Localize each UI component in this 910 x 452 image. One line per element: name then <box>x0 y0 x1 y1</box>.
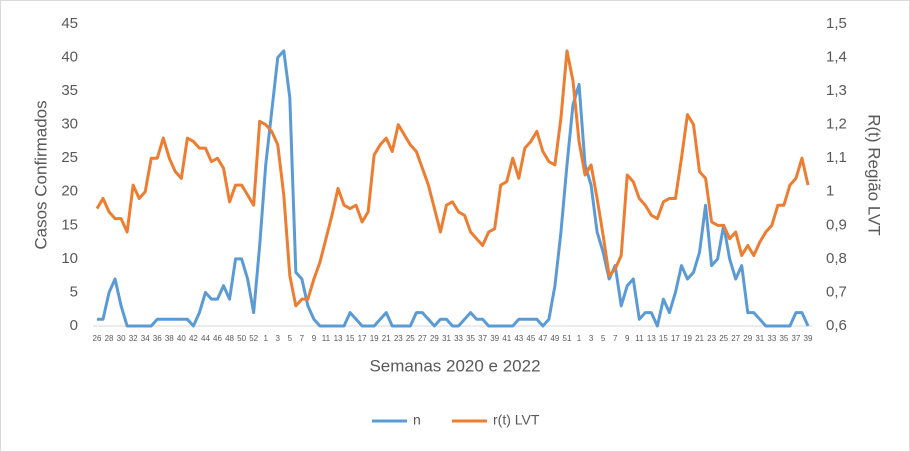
y-tick-label: 20 <box>61 183 78 200</box>
x-tick-label: 38 <box>165 334 174 343</box>
y-tick-label: 15 <box>61 216 78 233</box>
x-tick-label: 26 <box>93 334 102 343</box>
x-tick-label: 7 <box>300 334 305 343</box>
x-tick-label: 43 <box>514 334 523 343</box>
x-tick-label: 33 <box>767 334 776 343</box>
x-tick-label: 21 <box>382 334 391 343</box>
x-tick-label: 36 <box>153 334 162 343</box>
x-tick-label: 46 <box>213 334 222 343</box>
x-tick-label: 31 <box>755 334 764 343</box>
y2-tick-label: 0,9 <box>826 216 847 233</box>
x-tick-label: 35 <box>466 334 475 343</box>
x-tick-label: 27 <box>418 334 427 343</box>
x-tick-label: 25 <box>406 334 415 343</box>
x-tick-label: 11 <box>322 334 331 343</box>
x-tick-label: 44 <box>201 334 210 343</box>
x-tick-label: 45 <box>526 334 535 343</box>
y2-axis-title: R(t) Região LVT <box>865 114 884 236</box>
series-line <box>95 49 810 308</box>
y2-tick-label: 1,2 <box>826 116 847 133</box>
x-tick-label: 3 <box>589 334 594 343</box>
y2-tick-label: 1 <box>826 183 834 200</box>
y-tick-label: 0 <box>70 317 78 334</box>
x-axis-title: Semanas 2020 e 2022 <box>369 356 540 375</box>
y2-tick-label: 0,6 <box>826 317 847 334</box>
y2-tick-label: 1,5 <box>826 15 847 32</box>
y-tick-label: 25 <box>61 149 78 166</box>
y-axis-title: Casos Confirmados <box>31 100 50 249</box>
y-tick-label: 40 <box>61 49 78 66</box>
x-tick-label: 28 <box>105 334 114 343</box>
x-tick-label: 40 <box>177 334 186 343</box>
x-tick-label: 9 <box>625 334 630 343</box>
x-tick-label: 5 <box>288 334 293 343</box>
x-tick-label: 15 <box>346 334 355 343</box>
y-tick-label: 10 <box>61 250 78 267</box>
x-tick-label: 37 <box>478 334 487 343</box>
legend-label: r(t) LVT <box>493 412 540 428</box>
x-tick-label: 52 <box>249 334 258 343</box>
x-tick-label: 29 <box>743 334 752 343</box>
x-tick-label: 7 <box>613 334 618 343</box>
y2-tick-label: 0,8 <box>826 250 847 267</box>
x-tick-label: 34 <box>141 334 150 343</box>
x-tick-label: 32 <box>129 334 138 343</box>
x-tick-label: 21 <box>695 334 704 343</box>
y2-tick-label: 1,3 <box>826 82 847 99</box>
x-tick-label: 48 <box>225 334 234 343</box>
x-tick-label: 23 <box>707 334 716 343</box>
x-tick-label: 9 <box>312 334 317 343</box>
x-tick-label: 27 <box>731 334 740 343</box>
x-tick-label: 19 <box>370 334 379 343</box>
x-tick-label: 5 <box>601 334 606 343</box>
x-tick-label: 50 <box>237 334 246 343</box>
y-tick-label: 35 <box>61 82 78 99</box>
y2-tick-label: 1,1 <box>826 149 847 166</box>
x-tick-label: 1 <box>577 334 582 343</box>
x-tick-label: 13 <box>647 334 656 343</box>
x-tick-label: 25 <box>719 334 728 343</box>
x-tick-label: 42 <box>189 334 198 343</box>
y-tick-label: 30 <box>61 116 78 133</box>
x-tick-label: 49 <box>550 334 559 343</box>
x-tick-label: 13 <box>334 334 343 343</box>
x-tick-label: 37 <box>791 334 800 343</box>
x-tick-label: 17 <box>358 334 367 343</box>
y-tick-label: 5 <box>70 283 78 300</box>
x-tick-label: 39 <box>804 334 813 343</box>
x-tick-label: 17 <box>671 334 680 343</box>
x-tick-label: 35 <box>779 334 788 343</box>
x-tick-label: 33 <box>454 334 463 343</box>
x-tick-label: 1 <box>263 334 268 343</box>
x-tick-label: 29 <box>430 334 439 343</box>
legend-label: n <box>413 412 421 428</box>
x-tick-label: 31 <box>442 334 451 343</box>
x-tick-label: 3 <box>276 334 281 343</box>
x-tick-label: 30 <box>117 334 126 343</box>
x-tick-label: 15 <box>659 334 668 343</box>
x-tick-label: 51 <box>563 334 572 343</box>
y2-tick-label: 0,7 <box>826 283 847 300</box>
x-tick-label: 11 <box>635 334 644 343</box>
y-tick-label: 45 <box>61 15 78 32</box>
series-line <box>97 49 810 328</box>
x-tick-label: 19 <box>683 334 692 343</box>
x-tick-label: 23 <box>394 334 403 343</box>
x-tick-label: 41 <box>502 334 511 343</box>
y2-tick-label: 1,4 <box>826 49 847 66</box>
x-tick-label: 39 <box>490 334 499 343</box>
x-tick-label: 47 <box>538 334 547 343</box>
